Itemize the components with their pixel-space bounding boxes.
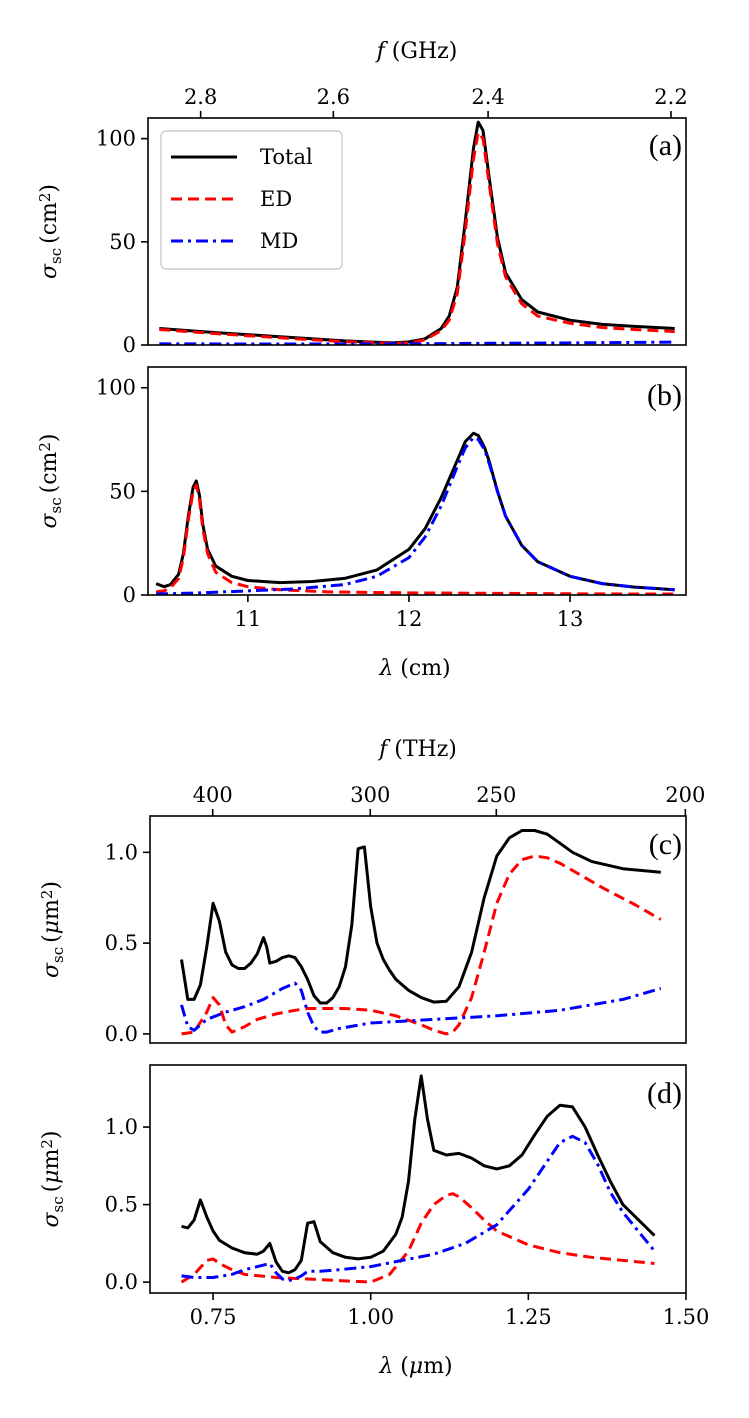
x-tick-label: 1.00 [347,1305,394,1329]
series-group [159,120,675,345]
top-tick-label: 300 [350,783,390,807]
series-ed-line [155,483,675,595]
legend: Total ED MD [160,130,343,270]
x-axis-label: λ (μm) [378,1354,452,1379]
y-tick-label: 0 [123,583,136,607]
legend-entry-md: MD [260,229,298,253]
panel-d: 0.0 0.5 1.0 0.75 1.00 1.25 1.50 λ (μm) σsc(μm2) (… [38,1064,710,1379]
panel-b: 0 50 100 11 12 13 λ (cm) σsc(cm2) (b) [36,366,687,681]
x-tick-label: 12 [396,607,423,631]
plot-layer: 0 50 100 2.8 2.6 2.4 2.2 f (GHz) σsc(cm2) (a) Tota… [36,39,709,1379]
panel-label: (a) [649,129,682,162]
x-tick-label: 1.25 [505,1305,552,1329]
series-total-line [181,1074,656,1275]
top-tick-label: 400 [193,783,233,807]
series-group [155,431,675,595]
series-ed-line [181,854,662,1036]
panel-label: (b) [647,379,682,412]
y-tick-label: 0.0 [105,1270,138,1294]
top-tick-label: 250 [476,783,516,807]
top-tick-label: 200 [665,783,705,807]
axes-frame [149,1064,687,1294]
panel-label: (d) [647,1077,682,1110]
series-md-line [159,340,675,345]
legend-box [160,130,343,270]
series-md-line [181,1134,656,1283]
y-axis-label: σsc(cm2) [36,184,65,279]
x-axis-label: λ (cm) [378,656,450,681]
series-ed-line [159,130,675,345]
y-tick-label: 0 [123,333,136,357]
series-md-line [156,436,675,595]
x-tick-label: 11 [235,607,262,631]
axes-frame [149,815,687,1044]
top-tick-label: 2.4 [471,85,504,109]
top-tick-label: 2.2 [654,85,687,109]
x-tick-label: 0.75 [190,1305,237,1329]
y-axis-label: σsc(μm2) [38,881,67,978]
top-tick-label: 2.6 [317,85,350,109]
y-axis-label: σsc(μm2) [38,1130,67,1227]
series-md-line [180,981,662,1034]
top-axis-label: f (THz) [377,737,457,762]
series-ed-line [180,1192,655,1284]
panel-c: 0.0 0.5 1.0 400 300 250 200 f (THz) σsc(μm2) (c) [38,737,705,1046]
axes-frame [147,366,687,596]
y-tick-label: 100 [96,376,136,400]
y-tick-label: 50 [109,479,136,503]
series-total-line [159,120,675,345]
y-tick-label: 1.0 [105,1115,138,1139]
y-tick-label: 0.5 [105,1193,138,1217]
series-group [180,829,662,1036]
y-axis-label: σsc(cm2) [36,433,65,528]
y-tick-label: 0.0 [105,1022,138,1046]
axes-frame [147,117,687,346]
y-tick-label: 0.5 [105,931,138,955]
series-total-line [180,829,661,1005]
y-tick-label: 100 [96,127,136,151]
x-tick-label: 1.50 [663,1305,710,1329]
top-tick-label: 2.8 [184,85,217,109]
legend-entry-ed: ED [260,187,292,211]
y-tick-label: 50 [109,230,136,254]
x-tick-label: 13 [557,607,584,631]
panel-label: (c) [649,828,682,861]
series-group [180,1074,656,1284]
legend-entry-total: Total [260,145,313,169]
panel-a: 0 50 100 2.8 2.6 2.4 2.2 f (GHz) σsc(cm2) (a) Tota… [36,39,688,357]
y-tick-label: 1.0 [105,840,138,864]
top-axis-label: f (GHz) [375,39,458,64]
series-total-line [155,431,675,592]
